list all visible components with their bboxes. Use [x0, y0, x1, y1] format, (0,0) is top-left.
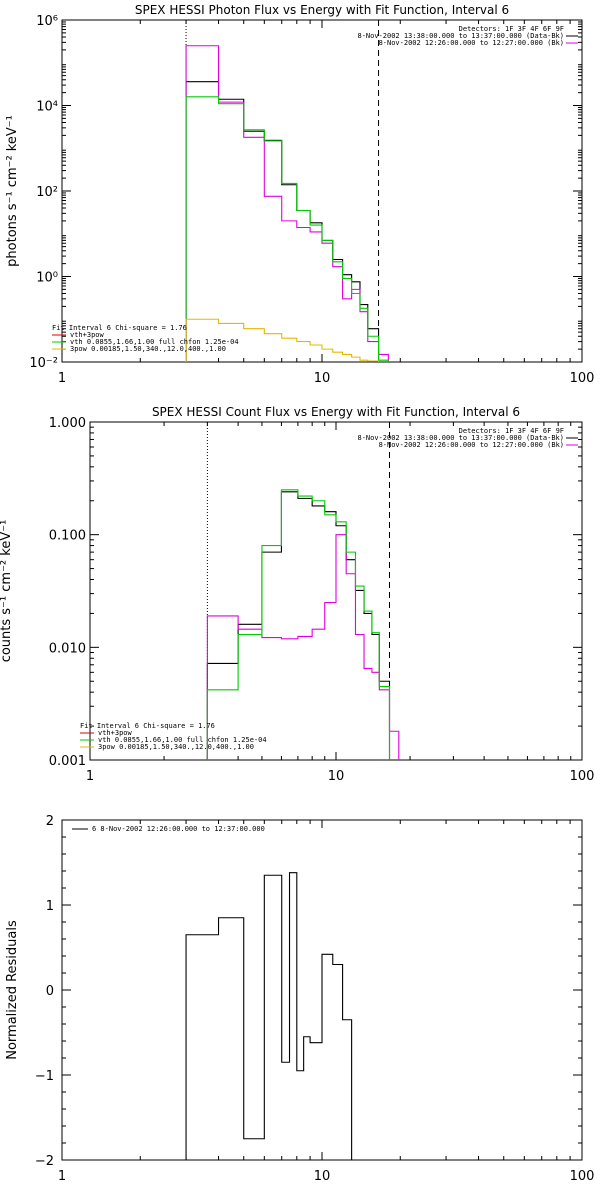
y-tick-label: 10⁴	[36, 100, 58, 115]
series-data-bk-line	[206, 491, 391, 760]
y-tick-label: 0.100	[49, 529, 86, 544]
series-vth-3pow-line	[206, 489, 391, 760]
series-bk-line	[206, 534, 400, 760]
series-6-line	[185, 872, 353, 1160]
legend-bottom-entry: Fit Interval 6 Chi-square = 1.76	[80, 722, 215, 730]
y-tick-label: 10⁻²	[29, 356, 58, 371]
y-tick-label: 1	[46, 899, 54, 914]
legend-bottom-entry: vth+3pow	[98, 729, 133, 737]
y-tick-label: 2	[46, 814, 54, 829]
x-tick-label: 1	[86, 769, 94, 784]
series-bk-line	[185, 45, 389, 362]
y-tick-label: 0.010	[49, 641, 86, 656]
legend-top-entry: 8-Nov-2002 12:26:00.000 to 12:27:00.000 …	[379, 441, 564, 449]
series-3pow-line	[185, 318, 380, 362]
series-vth-3pow-line	[185, 96, 389, 362]
x-tick-label: 10	[314, 371, 331, 386]
y-tick-label: −2	[35, 1154, 54, 1169]
legend-top-entry: 8-Nov-2002 13:38:00.000 to 13:37:00.000 …	[357, 434, 564, 442]
series-data-bk-line	[185, 81, 380, 362]
legend-bottom-entry: 3pow 0.00185,1.50,340.,12.0,400.,1.00	[70, 345, 226, 353]
y-tick-label: 10²	[36, 185, 58, 200]
y-axis-label: counts s⁻¹ cm⁻² keV⁻¹	[0, 520, 14, 663]
legend-top-entry: 8-Nov-2002 13:38:00.000 to 13:37:00.000 …	[357, 32, 564, 40]
legend-bottom-entry: 3pow 0.00185,1.50,340.,12.0,400.,1.00	[98, 743, 254, 751]
legend-top-entry: Detectors: 1F 3F 4F 6F 9F	[459, 427, 564, 435]
x-tick-label: 10	[328, 769, 345, 784]
legend-bottom-entry: vth+3pow	[70, 331, 105, 339]
legend-bottom-entry: vth 0.0855,1.66,1.00 full chfon 1.25e-04	[98, 736, 267, 744]
y-tick-label: 10⁰	[36, 271, 58, 286]
y-tick-label: −1	[35, 1069, 54, 1084]
y-tick-label: 10⁶	[36, 14, 58, 29]
y-tick-label: 0	[46, 984, 54, 999]
x-tick-label: 1	[58, 371, 66, 386]
y-axis-label: Normalized Residuals	[5, 920, 20, 1060]
x-tick-label: 100	[570, 371, 595, 386]
x-tick-label: 10	[314, 1169, 331, 1184]
x-tick-label: 1	[58, 1169, 66, 1184]
x-tick-label: 100	[570, 1169, 595, 1184]
chart-panel-2: SPEX HESSI Count Flux vs Energy with Fit…	[0, 405, 594, 784]
legend-top-entry: Detectors: 1F 3F 4F 6F 9F	[459, 25, 564, 33]
chart-panel-1: SPEX HESSI Photon Flux vs Energy with Fi…	[5, 3, 594, 386]
chart-title: SPEX HESSI Count Flux vs Energy with Fit…	[152, 405, 520, 419]
legend-bottom-entry: Fit Interval 6 Chi-square = 1.76	[52, 324, 187, 332]
chart-panel-3: Normalized Residuals 1 10 100 −2 −1 0 1 2 6 8-Nov…	[5, 814, 594, 1184]
x-tick-label: 100	[570, 769, 595, 784]
y-tick-label: 1.000	[49, 416, 86, 431]
legend-bottom-entry: vth 0.0855,1.66,1.00 full chfon 1.25e-04	[70, 338, 239, 346]
y-tick-label: 0.001	[49, 754, 86, 769]
chart-title: SPEX HESSI Photon Flux vs Energy with Fi…	[135, 3, 509, 17]
legend-top-entry: 8-Nov-2002 12:26:00.000 to 12:27:00.000 …	[379, 39, 564, 47]
legend-top-entry: 6 8-Nov-2002 12:26:00.000 to 12:37:00.00…	[92, 825, 265, 833]
plot-frame	[61, 19, 583, 363]
y-axis-label: photons s⁻¹ cm⁻² keV⁻¹	[5, 115, 20, 267]
